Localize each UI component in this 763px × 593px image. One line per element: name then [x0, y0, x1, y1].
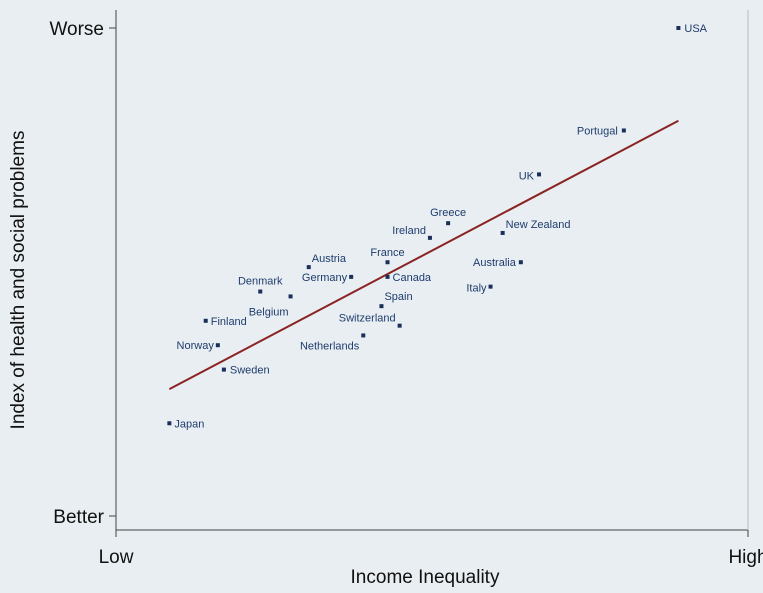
- point-label-uk: UK: [519, 170, 535, 182]
- point-label-usa: USA: [684, 23, 707, 35]
- trend-line: [168, 119, 679, 391]
- point-austria: [306, 265, 311, 270]
- point-label-portugal: Portugal: [577, 125, 618, 137]
- point-australia: [518, 260, 523, 265]
- trend-line-group: [168, 119, 679, 391]
- point-norway: [215, 343, 220, 348]
- point-denmark: [258, 289, 263, 294]
- point-label-spain: Spain: [384, 291, 412, 303]
- point-label-germany: Germany: [302, 272, 348, 284]
- point-netherlands: [361, 333, 366, 338]
- y-tick-label: Better: [53, 507, 104, 528]
- point-label-switzerland: Switzerland: [339, 313, 396, 325]
- points-group: [167, 26, 681, 426]
- x-axis-title: Income Inequality: [351, 567, 500, 588]
- point-label-finland: Finland: [211, 316, 247, 328]
- point-ireland: [427, 235, 432, 240]
- point-label-canada: Canada: [393, 272, 432, 284]
- point-label-ireland: Ireland: [392, 225, 426, 237]
- point-label-norway: Norway: [177, 340, 215, 352]
- point-germany: [349, 274, 354, 279]
- point-labels-group: USA Portugal UK Greece New Zealand Ireland Fra…: [174, 23, 707, 430]
- x-tick-label: High: [728, 547, 763, 568]
- point-label-italy: Italy: [466, 283, 487, 295]
- point-label-new-zealand: New Zealand: [506, 219, 571, 231]
- point-portugal: [621, 128, 626, 133]
- point-japan: [167, 421, 172, 426]
- point-switzerland: [397, 323, 402, 328]
- point-usa: [676, 26, 681, 30]
- point-label-france: France: [370, 247, 404, 259]
- point-label-japan: Japan: [174, 418, 204, 430]
- point-italy: [488, 284, 493, 289]
- point-france: [385, 260, 390, 265]
- point-sweden: [221, 367, 226, 372]
- axes: Worse Better Low High Income Inequality Index…: [8, 10, 763, 588]
- point-belgium: [288, 294, 293, 299]
- point-label-australia: Australia: [473, 257, 517, 269]
- point-spain: [379, 304, 384, 309]
- point-label-netherlands: Netherlands: [300, 340, 360, 352]
- y-axis-title: Index of health and social problems: [8, 131, 29, 430]
- y-tick-label: Worse: [49, 19, 104, 40]
- point-label-sweden: Sweden: [230, 365, 270, 377]
- point-label-greece: Greece: [430, 207, 466, 219]
- point-greece: [446, 221, 451, 226]
- point-uk: [537, 172, 542, 177]
- point-label-austria: Austria: [312, 253, 347, 265]
- point-label-belgium: Belgium: [249, 306, 289, 318]
- point-label-denmark: Denmark: [238, 276, 283, 288]
- point-new-zealand: [500, 230, 505, 235]
- point-canada: [385, 274, 390, 279]
- x-tick-label: Low: [99, 547, 134, 568]
- point-finland: [203, 318, 208, 323]
